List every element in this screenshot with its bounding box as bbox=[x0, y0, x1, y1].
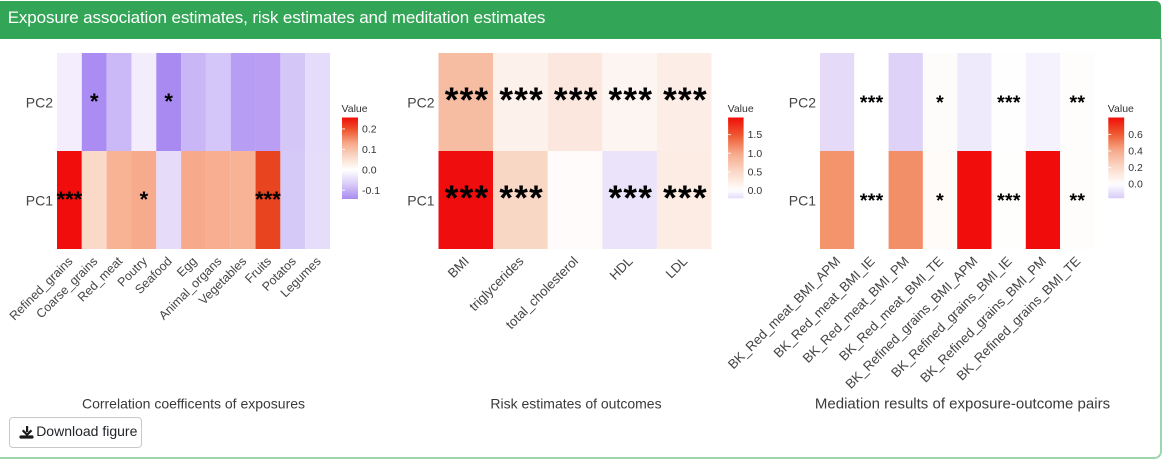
svg-text:**: ** bbox=[1070, 92, 1086, 114]
svg-text:0.1: 0.1 bbox=[362, 144, 377, 156]
svg-text:***: *** bbox=[663, 179, 708, 218]
svg-text:-0.1: -0.1 bbox=[362, 185, 380, 197]
svg-text:***: *** bbox=[860, 190, 884, 212]
svg-text:***: *** bbox=[860, 92, 884, 114]
svg-text:***: *** bbox=[57, 187, 83, 212]
svg-text:**: ** bbox=[1070, 190, 1086, 212]
svg-text:***: *** bbox=[255, 187, 281, 212]
svg-text:0.0: 0.0 bbox=[748, 185, 763, 197]
svg-text:1.5: 1.5 bbox=[748, 129, 763, 141]
svg-text:1.0: 1.0 bbox=[748, 148, 763, 160]
svg-text:***: *** bbox=[609, 179, 654, 218]
svg-text:0.0: 0.0 bbox=[1128, 179, 1143, 191]
svg-text:0.5: 0.5 bbox=[748, 166, 763, 178]
svg-text:Mediation results of exposure-: Mediation results of exposure-outcome pa… bbox=[815, 396, 1110, 413]
svg-text:PC1: PC1 bbox=[407, 193, 434, 209]
svg-text:PC1: PC1 bbox=[26, 193, 53, 209]
svg-text:PC1: PC1 bbox=[789, 193, 816, 209]
svg-text:triglycerides: triglycerides bbox=[466, 253, 527, 314]
svg-text:*: * bbox=[90, 89, 99, 114]
svg-text:0.4: 0.4 bbox=[1128, 146, 1143, 158]
svg-text:Value: Value bbox=[342, 103, 368, 115]
svg-text:***: *** bbox=[499, 179, 544, 218]
svg-text:0.2: 0.2 bbox=[362, 124, 377, 136]
svg-text:PC2: PC2 bbox=[407, 95, 434, 111]
svg-text:*: * bbox=[164, 89, 173, 114]
svg-text:Value: Value bbox=[728, 103, 754, 115]
svg-text:***: *** bbox=[445, 179, 490, 218]
svg-text:0.0: 0.0 bbox=[362, 164, 377, 176]
svg-text:Risk estimates of outcomes: Risk estimates of outcomes bbox=[490, 396, 661, 412]
svg-text:BMI: BMI bbox=[445, 254, 472, 281]
svg-text:***: *** bbox=[997, 92, 1021, 114]
svg-text:0.6: 0.6 bbox=[1128, 129, 1143, 141]
svg-text:PC2: PC2 bbox=[789, 95, 816, 111]
svg-text:***: *** bbox=[499, 81, 544, 120]
svg-text:***: *** bbox=[554, 81, 599, 120]
svg-text:***: *** bbox=[997, 190, 1021, 212]
svg-text:HDL: HDL bbox=[606, 254, 635, 283]
svg-text:LDL: LDL bbox=[663, 254, 691, 282]
svg-text:*: * bbox=[936, 190, 944, 212]
svg-text:Correlation coefficents of exp: Correlation coefficents of exposures bbox=[82, 396, 305, 412]
svg-text:Value: Value bbox=[1108, 103, 1134, 115]
svg-text:***: *** bbox=[609, 81, 654, 120]
svg-text:***: *** bbox=[663, 81, 708, 120]
svg-text:*: * bbox=[936, 92, 944, 114]
svg-text:*: * bbox=[140, 187, 149, 212]
svg-text:***: *** bbox=[445, 81, 490, 120]
svg-text:PC2: PC2 bbox=[26, 95, 53, 111]
svg-text:0.2: 0.2 bbox=[1128, 162, 1143, 174]
